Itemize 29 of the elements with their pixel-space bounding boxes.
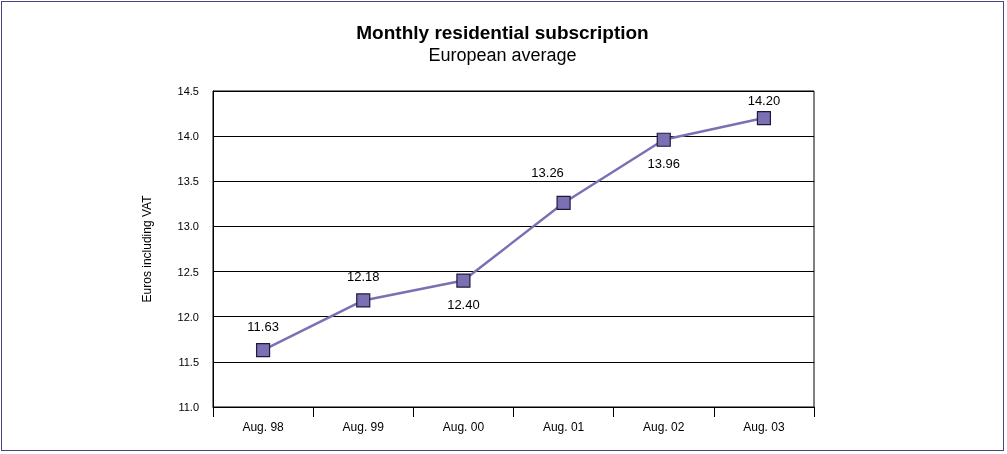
y-tick-label: 14.0	[177, 130, 199, 143]
point	[556, 195, 571, 211]
x-tick-label: Aug. 02	[643, 420, 685, 434]
data-label: 13.96	[647, 155, 681, 171]
y-tick-label: 11.0	[178, 401, 199, 413]
y-tick-label: 13.0	[177, 220, 199, 233]
x-tick-label: Aug. 99	[342, 420, 385, 434]
y-tick-label: 11.5	[178, 355, 199, 368]
data-label: 12.40	[447, 296, 480, 312]
point	[255, 343, 271, 358]
y-tick-label: 12.5	[177, 265, 199, 278]
chart-subtitle: European average	[428, 45, 577, 65]
y-tick-label: 12.0	[177, 310, 199, 323]
point	[756, 110, 772, 126]
data-label: 14.20	[747, 92, 781, 108]
y-axis-title: Euros including VAT	[140, 194, 154, 303]
y-tick-label: 14.5	[177, 85, 199, 97]
point	[456, 273, 471, 288]
point	[356, 293, 371, 308]
y-tick-label: 13.5	[177, 175, 199, 188]
chart-title: Monthly residential subscription	[356, 22, 649, 43]
point	[656, 132, 671, 147]
x-tick-label: Aug. 01	[542, 420, 585, 434]
x-tick-label: Aug. 03	[743, 420, 785, 434]
data-label: 13.26	[531, 164, 564, 180]
x-tick-label: Aug. 98	[242, 420, 285, 434]
x-tick-label: Aug. 00	[442, 420, 485, 434]
data-label: 12.18	[346, 269, 380, 285]
data-label: 11.63	[247, 319, 279, 335]
